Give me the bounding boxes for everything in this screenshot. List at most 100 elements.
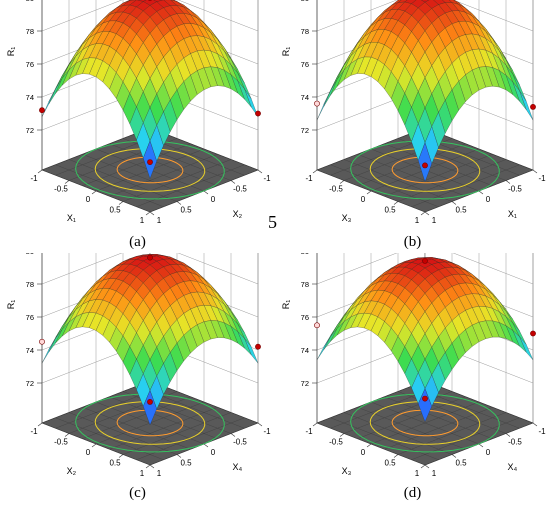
design-point xyxy=(255,110,261,117)
x-axis-title: X₂ xyxy=(67,466,77,476)
design-point xyxy=(530,104,536,110)
z-tick-label: 74 xyxy=(301,93,309,102)
x-tick xyxy=(91,443,97,448)
floor-gridline xyxy=(82,407,191,450)
design-points xyxy=(39,254,261,405)
y-tick xyxy=(532,169,538,174)
response-surface xyxy=(316,0,534,183)
y-axis: -1 -0.5 0 0.5 1 X₄ xyxy=(149,422,271,478)
floor-gridline xyxy=(397,412,507,455)
z-tick-label: 76 xyxy=(26,60,34,69)
floor-gridline xyxy=(330,417,439,460)
design-point xyxy=(255,343,261,350)
x-axis-title: X₃ xyxy=(342,466,352,476)
y-axis-title: X₂ xyxy=(233,209,243,219)
y-tick xyxy=(478,443,484,448)
z-axis-title: R₁ xyxy=(6,47,16,57)
surface-facet xyxy=(143,390,157,426)
x-tick-label: -1 xyxy=(305,174,313,183)
x-tick-label: 0.5 xyxy=(384,206,396,215)
z-tick-label: 74 xyxy=(26,346,34,355)
contour-line xyxy=(116,156,184,184)
contour-line xyxy=(116,409,184,437)
y-tick-label: 1 xyxy=(157,216,162,225)
design-points xyxy=(314,258,536,402)
contour-line xyxy=(350,140,500,200)
y-tick-label: 1 xyxy=(157,469,162,478)
floor-gridline xyxy=(55,164,164,207)
floor-gridline xyxy=(343,159,453,202)
contour-line xyxy=(350,393,500,453)
x-tick-label: 0 xyxy=(86,448,91,457)
panel-b: 727476788082R₁10.50-0.5-1X₃-1-0.500.51X₁… xyxy=(275,0,550,253)
design-point xyxy=(147,254,153,261)
x-axis: 1 0.5 0 -0.5 -1 X₁ xyxy=(30,169,151,225)
design-points xyxy=(314,100,536,169)
x-tick-label: 1 xyxy=(140,216,145,225)
z-tick-label: 80 xyxy=(26,253,34,256)
contour-line xyxy=(75,393,225,453)
x-tick-label: 0 xyxy=(86,195,91,204)
y-tick-label: 1 xyxy=(432,469,437,478)
contour-line xyxy=(94,148,206,192)
x-tick xyxy=(312,169,318,174)
y-tick xyxy=(451,201,457,205)
x-tick-label: -1 xyxy=(305,427,313,436)
response-surface xyxy=(41,254,259,426)
x-tick xyxy=(339,433,345,437)
design-point xyxy=(147,159,153,165)
y-tick-label: 0 xyxy=(486,195,491,204)
y-tick-label: 0.5 xyxy=(180,459,192,468)
floor-gridline xyxy=(343,412,453,455)
panel-a: 727476788082R₁10.50-0.5-1X₁-1-0.500.51X₂… xyxy=(0,0,275,253)
panel-c: 727476788082R₁10.50-0.5-1X₂-1-0.500.51X₄… xyxy=(0,253,275,506)
x-tick-label: 0 xyxy=(361,448,366,457)
x-tick xyxy=(393,454,399,458)
y-tick xyxy=(478,190,484,195)
y-tick xyxy=(203,190,209,195)
y-tick xyxy=(176,454,182,458)
x-tick-label: 0.5 xyxy=(109,459,121,468)
y-tick-label: -1 xyxy=(538,427,546,436)
design-point xyxy=(147,398,153,405)
x-tick xyxy=(366,190,372,195)
panel-label-a: (a) xyxy=(129,234,146,250)
floor-gridline xyxy=(68,412,178,455)
floor-gridline xyxy=(122,412,232,455)
response-surface xyxy=(316,257,534,423)
contour-line xyxy=(75,140,225,200)
design-point xyxy=(314,322,320,329)
y-axis: -1 -0.5 0 0.5 1 X₄ xyxy=(424,422,546,478)
floor-gridline xyxy=(357,154,466,197)
z-tick-label: 78 xyxy=(301,27,309,36)
floor-gridline xyxy=(136,164,245,207)
y-tick xyxy=(532,422,538,427)
y-tick xyxy=(424,464,430,469)
x-tick-label: -1 xyxy=(30,174,38,183)
x-axis-title: X₁ xyxy=(67,213,76,223)
y-tick-label: -1 xyxy=(538,174,546,183)
panel-label-c: (c) xyxy=(129,485,146,501)
y-axis-title: X₄ xyxy=(508,462,518,472)
wall-gridline xyxy=(41,253,259,285)
x-tick xyxy=(118,201,124,205)
z-axis-title: R₁ xyxy=(281,47,291,57)
wall-gridline xyxy=(316,253,534,285)
design-point xyxy=(530,330,536,337)
x-tick-label: 1 xyxy=(415,216,420,225)
y-tick xyxy=(149,211,155,216)
z-tick-label: 72 xyxy=(26,379,34,388)
y-axis: -1 -0.5 0 0.5 1 X₁ xyxy=(424,169,546,225)
y-tick-label: 1 xyxy=(432,216,437,225)
contour-line xyxy=(369,148,481,192)
x-tick-label: 1 xyxy=(415,469,420,478)
y-tick xyxy=(230,433,236,437)
z-tick-label: 78 xyxy=(26,27,34,36)
y-tick xyxy=(257,422,263,427)
floor-gridline xyxy=(55,417,164,460)
z-axis: 727476788082R₁ xyxy=(6,0,42,135)
response-surface xyxy=(41,0,259,179)
y-tick xyxy=(505,180,511,184)
x-tick xyxy=(64,180,70,184)
z-axis-title: R₁ xyxy=(6,300,16,310)
